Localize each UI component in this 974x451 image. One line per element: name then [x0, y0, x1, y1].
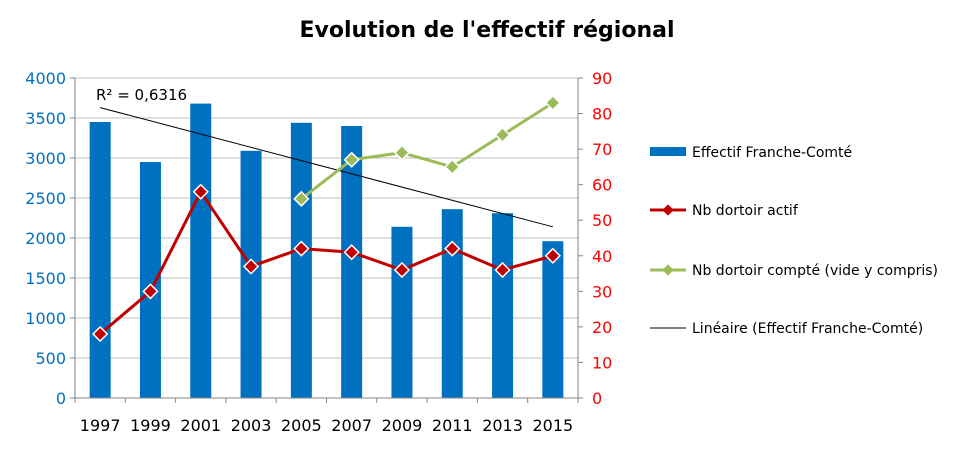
x-axis-tick-label: 2013	[482, 416, 523, 435]
left-axis-tick-label: 1500	[25, 269, 66, 288]
left-axis-tick-label: 3000	[25, 149, 66, 168]
legend-trendline-icon	[650, 327, 686, 329]
bar	[492, 213, 514, 398]
bar	[441, 209, 463, 398]
series-point	[242, 258, 260, 275]
series-point	[444, 158, 461, 176]
legend-label-lineaire: Linéaire (Effectif Franche-Comté)	[692, 321, 924, 337]
left-axis-tick-label: 3500	[25, 109, 66, 128]
legend-label-effectif: Effectif Franche-Comté	[692, 145, 853, 161]
right-axis-tick-label: 40	[592, 247, 612, 266]
series-point	[393, 144, 411, 161]
series-point	[393, 261, 411, 279]
series-point	[293, 240, 310, 257]
right-axis-tick-label: 90	[592, 69, 612, 88]
series-point	[142, 283, 159, 300]
left-axis-tick-label: 0	[56, 389, 66, 408]
legend-item-dortoir-actif: Nb dortoir actif	[650, 200, 962, 222]
legend-bar-swatch-icon	[650, 147, 686, 156]
chart-legend: Effectif Franche-Comté Nb dortoir actif …	[650, 0, 970, 451]
bar	[542, 241, 564, 398]
left-axis-tick-label: 2000	[25, 229, 66, 248]
series-point	[343, 151, 360, 168]
legend-label-dortoir-compte: Nb dortoir compté (vide y compris)	[692, 263, 939, 279]
legend-line-green-icon	[650, 264, 686, 276]
series-point	[494, 126, 511, 144]
x-axis-tick-label: 1999	[130, 416, 171, 435]
series-line	[99, 190, 554, 336]
series-point	[544, 94, 561, 112]
legend-label-dortoir-actif: Nb dortoir actif	[692, 203, 798, 219]
right-axis-tick-label: 80	[592, 105, 612, 124]
left-axis-tick-label: 1000	[25, 309, 66, 328]
legend-line-red-icon	[650, 204, 686, 216]
x-axis-tick-label: 2009	[382, 416, 423, 435]
legend-item-lineaire: Linéaire (Effectif Franche-Comté)	[650, 318, 962, 340]
series-point	[293, 190, 310, 208]
bar	[139, 162, 161, 398]
right-axis-tick-label: 70	[592, 140, 612, 159]
bar	[89, 122, 111, 398]
series-point	[444, 240, 461, 257]
legend-item-effectif: Effectif Franche-Comté	[650, 142, 962, 164]
series-line	[300, 101, 554, 201]
right-axis-tick-label: 0	[592, 389, 602, 408]
bar	[190, 103, 212, 398]
series-point	[494, 261, 511, 279]
x-axis-tick-label: 1997	[80, 416, 121, 435]
x-axis-tick-label: 2005	[281, 416, 322, 435]
bar	[391, 226, 413, 398]
x-axis-tick-label: 2001	[180, 416, 221, 435]
right-axis-tick-label: 20	[592, 318, 612, 337]
x-axis-tick-label: 2003	[231, 416, 272, 435]
legend-item-dortoir-compte: Nb dortoir compté (vide y compris)	[650, 260, 962, 282]
right-axis-tick-label: 10	[592, 353, 612, 372]
series-point	[544, 247, 561, 264]
chart-title: Evolution de l'effectif régional	[299, 18, 675, 43]
left-axis-tick-label: 4000	[25, 69, 66, 88]
x-axis-tick-label: 2007	[331, 416, 372, 435]
left-axis-tick-label: 2500	[25, 189, 66, 208]
x-axis-tick-label: 2011	[432, 416, 473, 435]
trendline	[100, 107, 553, 228]
trendline-r2-annotation: R² = 0,6316	[96, 86, 187, 104]
right-axis-tick-label: 60	[592, 176, 612, 195]
right-axis-tick-label: 30	[592, 282, 612, 301]
series-point	[343, 244, 360, 261]
bar	[290, 122, 312, 399]
bar	[341, 126, 363, 398]
right-axis-tick-label: 50	[592, 211, 612, 230]
series-point	[192, 183, 209, 200]
series-point	[92, 325, 109, 343]
left-axis-tick-label: 500	[35, 349, 66, 368]
x-axis-tick-label: 2015	[532, 416, 573, 435]
